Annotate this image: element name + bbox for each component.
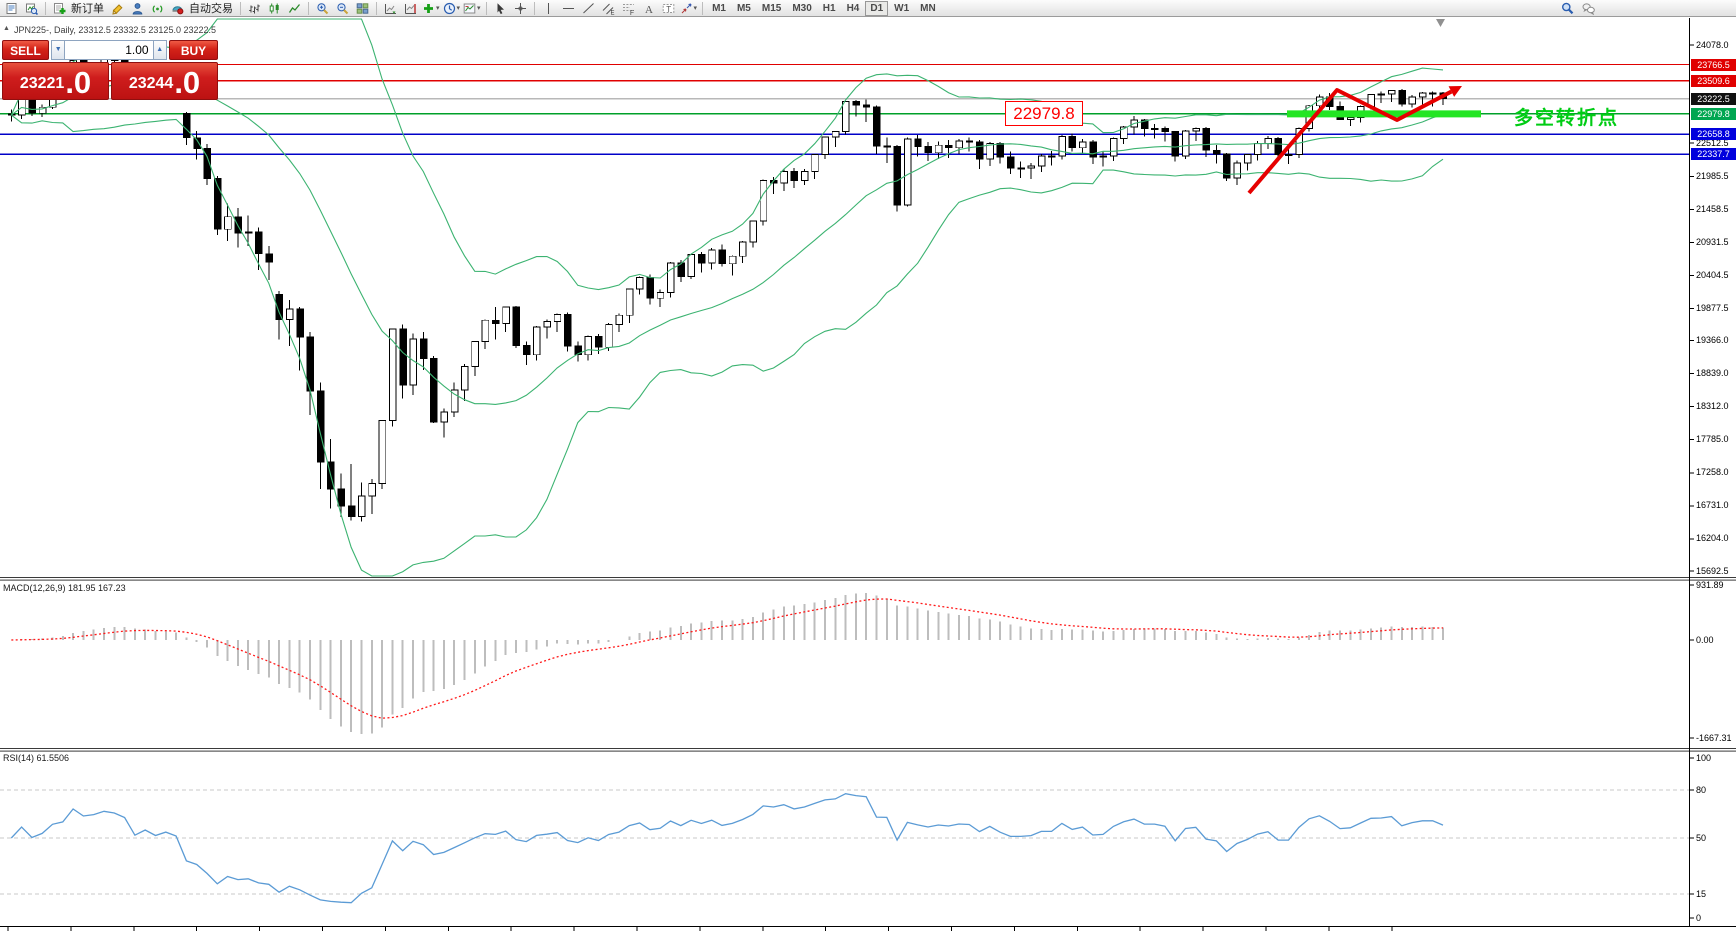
buy-price-main: 23244 <box>128 75 174 92</box>
candlestick-icon[interactable] <box>265 1 284 16</box>
signal-icon[interactable] <box>148 1 167 16</box>
chart-list-icon[interactable] <box>2 1 21 16</box>
collapse-icon[interactable]: ▲ <box>3 25 10 32</box>
tile-windows-icon[interactable] <box>353 1 372 16</box>
macd-indicator-label: MACD(12,26,9) 181.95 167.23 <box>3 583 126 593</box>
sell-price-main: 23221 <box>19 75 65 92</box>
zoom-out-icon[interactable] <box>333 1 352 16</box>
templates-icon[interactable]: ▾ <box>462 1 482 16</box>
timeframe-button-h1[interactable]: H1 <box>822 2 836 14</box>
chart-shift-icon[interactable] <box>401 1 420 16</box>
timeframe-button-w1[interactable]: W1 <box>894 2 910 14</box>
toolbar-separator <box>240 1 241 15</box>
market-watch-icon[interactable] <box>22 1 41 16</box>
volume-down-button[interactable]: ▼ <box>51 40 66 60</box>
buy-button[interactable]: BUY <box>169 40 218 60</box>
templates-icon-dropdown[interactable]: ▾ <box>477 5 481 12</box>
highlighter-icon[interactable] <box>108 1 127 16</box>
periods-icon[interactable]: ▾ <box>442 1 462 16</box>
shapes-icon[interactable]: ▾ <box>679 1 699 16</box>
search-icon[interactable] <box>1558 1 1577 16</box>
svg-text:F: F <box>630 10 634 15</box>
text-icon[interactable]: A <box>639 1 658 16</box>
add-indicator-icon-dropdown[interactable]: ▾ <box>436 5 440 12</box>
timeframe-button-m1[interactable]: M1 <box>712 2 726 14</box>
add-indicator-icon[interactable]: ▾ <box>421 1 441 16</box>
auto-scroll-icon[interactable] <box>381 1 400 16</box>
vertical-line-icon[interactable] <box>539 1 558 16</box>
fibonacci-icon[interactable]: F <box>619 1 638 16</box>
timeframe-button-m30[interactable]: M30 <box>792 2 812 14</box>
toolbar-separator <box>45 1 46 15</box>
new-order-icon[interactable] <box>50 1 69 16</box>
pane-splitter-rsi[interactable] <box>0 746 1736 752</box>
pane-splitter-macd[interactable] <box>0 575 1736 581</box>
volume-input[interactable] <box>65 40 153 60</box>
new-order-icon-label[interactable]: 新订单 <box>71 3 104 15</box>
price-callout: 22979.8 <box>1005 101 1083 126</box>
svg-text:A: A <box>645 4 653 15</box>
line-chart-icon[interactable] <box>285 1 304 16</box>
toolbar-separator <box>308 1 309 15</box>
autotrade-icon-label[interactable]: 自动交易 <box>189 3 233 15</box>
timeframe-button-m15[interactable]: M15 <box>761 2 782 14</box>
timeframe-button-m5[interactable]: M5 <box>736 2 751 14</box>
toolbar-separator <box>376 1 377 15</box>
rsi-indicator-label: RSI(14) 61.5506 <box>3 753 70 763</box>
autotrade-icon[interactable] <box>168 1 187 16</box>
toolbar-separator <box>702 1 704 15</box>
channel-icon[interactable]: E <box>599 1 618 16</box>
timeframe-button-h4[interactable]: H4 <box>846 2 860 14</box>
chat-icon[interactable] <box>1579 1 1598 16</box>
profile-icon[interactable] <box>128 1 147 16</box>
one-click-trade-panel: SELL ▼ ▲ BUY 23221 .0 23244 .0 <box>2 40 218 100</box>
toolbar-separator <box>485 1 487 15</box>
trendline-icon[interactable] <box>579 1 598 16</box>
svg-text:T: T <box>666 5 671 14</box>
crosshair-icon[interactable] <box>511 1 530 16</box>
sell-button[interactable]: SELL <box>2 40 49 60</box>
buy-price-pips: .0 <box>174 65 201 100</box>
timeframe-button-d1[interactable]: D1 <box>865 0 889 16</box>
turning-point-label: 多空转折点 <box>1514 108 1620 129</box>
periods-icon-dropdown[interactable]: ▾ <box>456 5 461 12</box>
sell-price-panel[interactable]: 23221 .0 <box>2 62 109 100</box>
horizontal-line-icon[interactable] <box>559 1 578 16</box>
timeframe-button-mn[interactable]: MN <box>920 2 936 14</box>
shapes-icon-dropdown[interactable]: ▾ <box>693 5 698 12</box>
buy-price-panel[interactable]: 23244 .0 <box>111 62 218 100</box>
toolbar: 新订单 自动交易 ▾ ▾ ▾ E F A T ▾ M1 M5 M15 M30 H1 H4 D1 W1 MN <box>0 0 1736 17</box>
toolbar-separator <box>533 1 535 15</box>
zoom-in-icon[interactable] <box>313 1 332 16</box>
label-icon[interactable]: T <box>659 1 678 16</box>
cursor-icon[interactable] <box>491 1 510 16</box>
bar-chart-icon[interactable] <box>245 1 264 16</box>
chart-title: JPN225-, Daily, 23312.5 23332.5 23125.0 … <box>14 25 216 35</box>
svg-text:E: E <box>610 10 614 15</box>
volume-stepper: ▼ ▲ <box>51 40 167 60</box>
volume-up-button[interactable]: ▲ <box>152 40 167 60</box>
sell-price-pips: .0 <box>65 65 92 100</box>
